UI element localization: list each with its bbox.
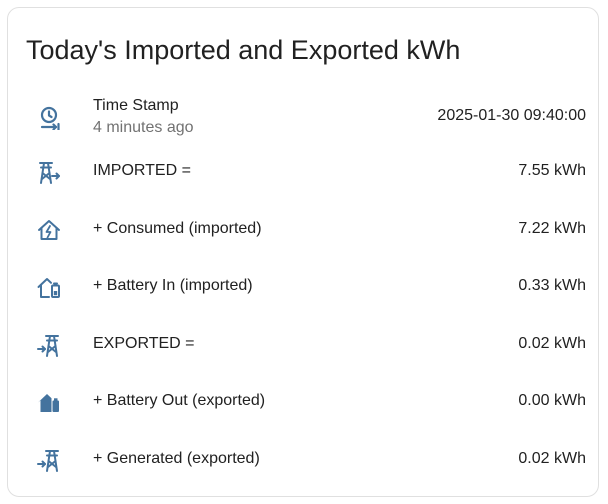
entity-row-time-stamp[interactable]: Time Stamp 4 minutes ago 2025-01-30 09:4… (8, 96, 600, 136)
entity-name: IMPORTED = (93, 162, 191, 179)
card-title: Today's Imported and Exported kWh (26, 35, 461, 65)
entity-name: + Battery In (imported) (93, 277, 253, 294)
entity-name: + Generated (exported) (93, 450, 260, 467)
entity-row-consumed[interactable]: + Consumed (imported) 7.22 kWh (8, 209, 600, 249)
entity-name: + Consumed (imported) (93, 220, 262, 237)
entity-secondary-info: 4 minutes ago (93, 119, 194, 136)
entity-state: 7.55 kWh (518, 162, 586, 179)
entity-row-battery-in[interactable]: + Battery In (imported) 0.33 kWh (8, 266, 600, 306)
entity-row-battery-out[interactable]: + Battery Out (exported) 0.00 kWh (8, 381, 600, 421)
entity-state: 0.02 kWh (518, 450, 586, 467)
transmission-tower-import-icon (36, 332, 62, 358)
entity-row-generated[interactable]: + Generated (exported) 0.02 kWh (8, 439, 600, 479)
home-battery-icon (36, 389, 62, 415)
entities-card: Today's Imported and Exported kWh Time S… (7, 7, 599, 497)
entity-name: + Battery Out (exported) (93, 392, 266, 409)
entity-row-exported[interactable]: EXPORTED = 0.02 kWh (8, 324, 600, 364)
entity-state: 0.00 kWh (518, 392, 586, 409)
entity-name: Time Stamp (93, 97, 179, 114)
entity-state: 7.22 kWh (518, 220, 586, 237)
transmission-tower-export-icon (36, 159, 62, 185)
entity-state: 0.33 kWh (518, 277, 586, 294)
entity-name: EXPORTED = (93, 335, 195, 352)
home-battery-outline-icon (36, 274, 62, 300)
home-lightning-icon (36, 217, 62, 243)
clock-arrow-icon (36, 104, 62, 130)
transmission-tower-import-icon (36, 447, 62, 473)
entity-state: 0.02 kWh (518, 335, 586, 352)
entity-row-imported[interactable]: IMPORTED = 7.55 kWh (8, 151, 600, 191)
entity-state: 2025-01-30 09:40:00 (437, 107, 586, 124)
